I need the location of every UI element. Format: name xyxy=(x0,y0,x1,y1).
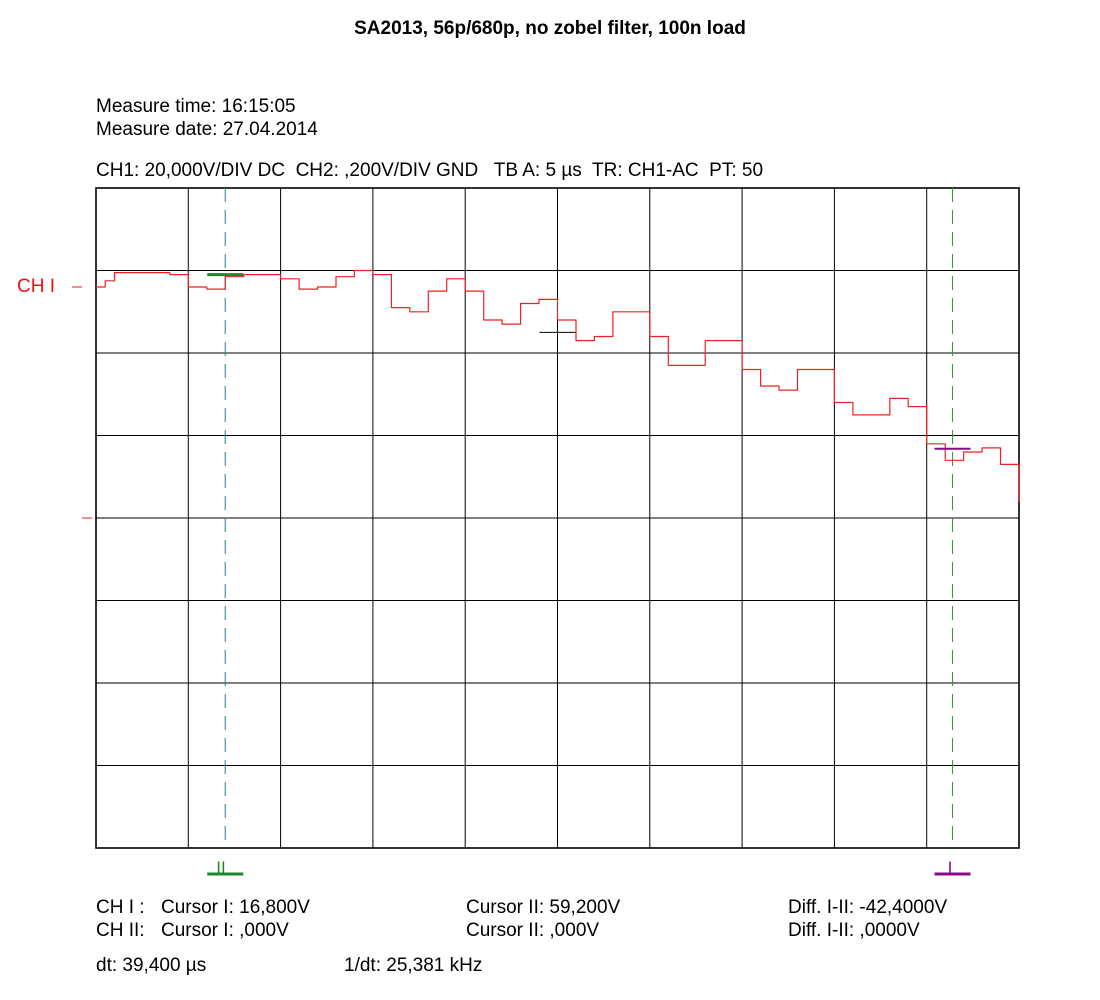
trace-layer xyxy=(96,269,1020,502)
ch2-diff-value: Diff. I-II: ,0000V xyxy=(788,920,920,941)
scope-grid xyxy=(72,187,1020,849)
reference-marks xyxy=(72,286,92,519)
cursor-markers xyxy=(207,273,971,876)
cursor-lines xyxy=(224,188,954,848)
ch1-readout-label: CH I : xyxy=(96,897,145,918)
ch1-diff-value: Diff. I-II: -42,4000V xyxy=(788,897,948,918)
ch1-cursor1-value: Cursor I: 16,800V xyxy=(161,897,310,918)
cursor-2-mark[interactable]: I xyxy=(948,858,953,877)
scope-settings: CH1: 20,000V/DIV DC CH2: ,200V/DIV GND T… xyxy=(96,160,764,181)
dt-value: dt: 39,400 µs xyxy=(96,955,207,976)
channel-1-label: CH I xyxy=(17,276,55,297)
channel-1-trace xyxy=(96,269,1020,502)
ch2-cursor2-value: Cursor II: ,000V xyxy=(466,920,600,941)
chart-title: SA2013, 56p/680p, no zobel filter, 100n … xyxy=(354,18,746,39)
measure-time: Measure time: 16:15:05 xyxy=(96,96,296,117)
ch2-cursor1-value: Cursor I: ,000V xyxy=(161,920,289,941)
cursor-1-mark[interactable]: II xyxy=(216,858,225,877)
measure-date: Measure date: 27.04.2014 xyxy=(96,119,318,140)
ch2-readout-label: CH II: xyxy=(96,920,145,941)
ch1-cursor2-value: Cursor II: 59,200V xyxy=(466,897,621,918)
inverse-dt-value: 1/dt: 25,381 kHz xyxy=(344,955,483,976)
